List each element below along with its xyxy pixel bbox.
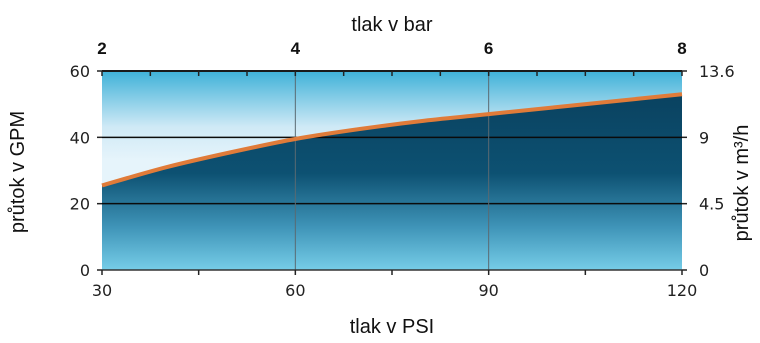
- y-right-axis-title: průtok v m³/h: [731, 125, 753, 242]
- x-bottom-axis-title: tlak v PSI: [350, 316, 434, 338]
- x-bottom-tick-label: 30: [92, 281, 112, 300]
- y-left-tick-label: 20: [70, 195, 90, 214]
- x-top-tick-label: 6: [484, 39, 493, 58]
- y-right-tick-label: 4.5: [699, 195, 724, 214]
- axis-ticks: [97, 70, 687, 275]
- flow-curve: [101, 92, 683, 188]
- y-left-axis-title: průtok v GPM: [7, 111, 29, 233]
- x-bottom-tick-label: 120: [667, 281, 698, 300]
- tick-labels: 30 60 90 120 2 4 6 8 0 20 40 60 0 4.5 9 13.6: [70, 39, 735, 300]
- y-right-tick-label: 13.6: [699, 62, 735, 81]
- y-right-tick-label: 9: [699, 128, 709, 147]
- x-top-tick-label: 2: [97, 39, 106, 58]
- x-bottom-tick-label: 90: [478, 281, 498, 300]
- flow-area-fill: [102, 94, 682, 270]
- y-left-tick-label: 0: [80, 261, 90, 280]
- y-left-tick-label: 40: [70, 128, 90, 147]
- x-top-axis-title: tlak v bar: [351, 14, 432, 36]
- y-right-tick-label: 0: [699, 261, 709, 280]
- x-top-tick-label: 8: [677, 39, 686, 58]
- y-left-tick-label: 60: [70, 62, 90, 81]
- x-top-tick-label: 4: [291, 39, 301, 58]
- x-bottom-tick-label: 60: [285, 281, 305, 300]
